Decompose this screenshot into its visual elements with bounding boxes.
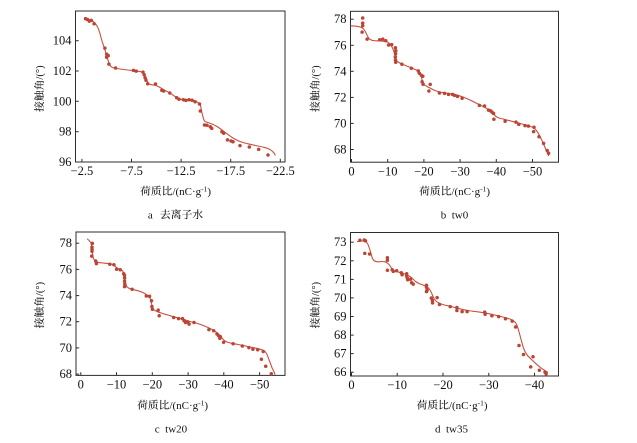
- svg-text:−40: −40: [487, 164, 507, 178]
- svg-text:−2.5: −2.5: [71, 164, 94, 178]
- svg-text:98: 98: [59, 125, 72, 139]
- svg-text:72: 72: [334, 254, 347, 268]
- svg-text:−7.5: −7.5: [120, 164, 143, 178]
- svg-text:/(°): /(°): [35, 281, 46, 296]
- svg-text:73: 73: [334, 235, 347, 249]
- svg-text:−10: −10: [387, 378, 407, 392]
- svg-text:71: 71: [334, 272, 347, 286]
- svg-text:70: 70: [334, 291, 347, 305]
- svg-text:0: 0: [78, 378, 84, 392]
- svg-text:−20: −20: [414, 164, 434, 178]
- svg-text:78: 78: [60, 236, 73, 250]
- svg-text:−30: −30: [450, 164, 470, 178]
- svg-text:/(°): /(°): [311, 281, 322, 296]
- svg-text:−50: −50: [250, 378, 270, 392]
- svg-text:70: 70: [334, 116, 347, 130]
- svg-text:96: 96: [59, 155, 72, 169]
- svg-text:−30: −30: [178, 378, 198, 392]
- svg-text:67: 67: [334, 347, 347, 361]
- svg-text:72: 72: [60, 315, 73, 329]
- svg-text:74: 74: [334, 64, 347, 78]
- svg-text:−10: −10: [378, 164, 398, 178]
- svg-text:/(°): /(°): [35, 65, 46, 80]
- svg-text:70: 70: [60, 341, 73, 355]
- svg-text:d tw35: d tw35: [435, 423, 469, 435]
- svg-text:100: 100: [53, 94, 72, 108]
- svg-text:69: 69: [334, 310, 347, 324]
- svg-text:/(°): /(°): [311, 65, 322, 80]
- svg-text:−50: −50: [523, 164, 543, 178]
- svg-text:0: 0: [348, 378, 354, 392]
- svg-text:68: 68: [334, 143, 347, 157]
- svg-text:104: 104: [53, 34, 73, 48]
- svg-text:−12.5: −12.5: [167, 164, 196, 178]
- svg-text:−17.5: −17.5: [216, 164, 245, 178]
- svg-text:68: 68: [60, 367, 73, 381]
- svg-text:−20: −20: [143, 378, 163, 392]
- svg-text:0: 0: [348, 164, 354, 178]
- svg-text:−20: −20: [433, 378, 453, 392]
- svg-text:−40: −40: [214, 378, 234, 392]
- svg-text:66: 66: [334, 365, 347, 379]
- svg-text:102: 102: [53, 64, 72, 78]
- svg-text:−22.5: −22.5: [266, 164, 295, 178]
- svg-text:b tw0: b tw0: [441, 209, 469, 221]
- svg-text:−30: −30: [479, 378, 499, 392]
- svg-text:−10: −10: [107, 378, 127, 392]
- svg-text:76: 76: [60, 262, 73, 276]
- svg-text:a: a: [148, 209, 153, 221]
- svg-text:76: 76: [334, 38, 347, 52]
- svg-text:68: 68: [334, 328, 347, 342]
- svg-text:c tw20: c tw20: [155, 423, 188, 435]
- svg-text:78: 78: [334, 12, 347, 26]
- svg-text:−40: −40: [525, 378, 545, 392]
- svg-text:74: 74: [60, 289, 73, 303]
- svg-text:72: 72: [334, 90, 347, 104]
